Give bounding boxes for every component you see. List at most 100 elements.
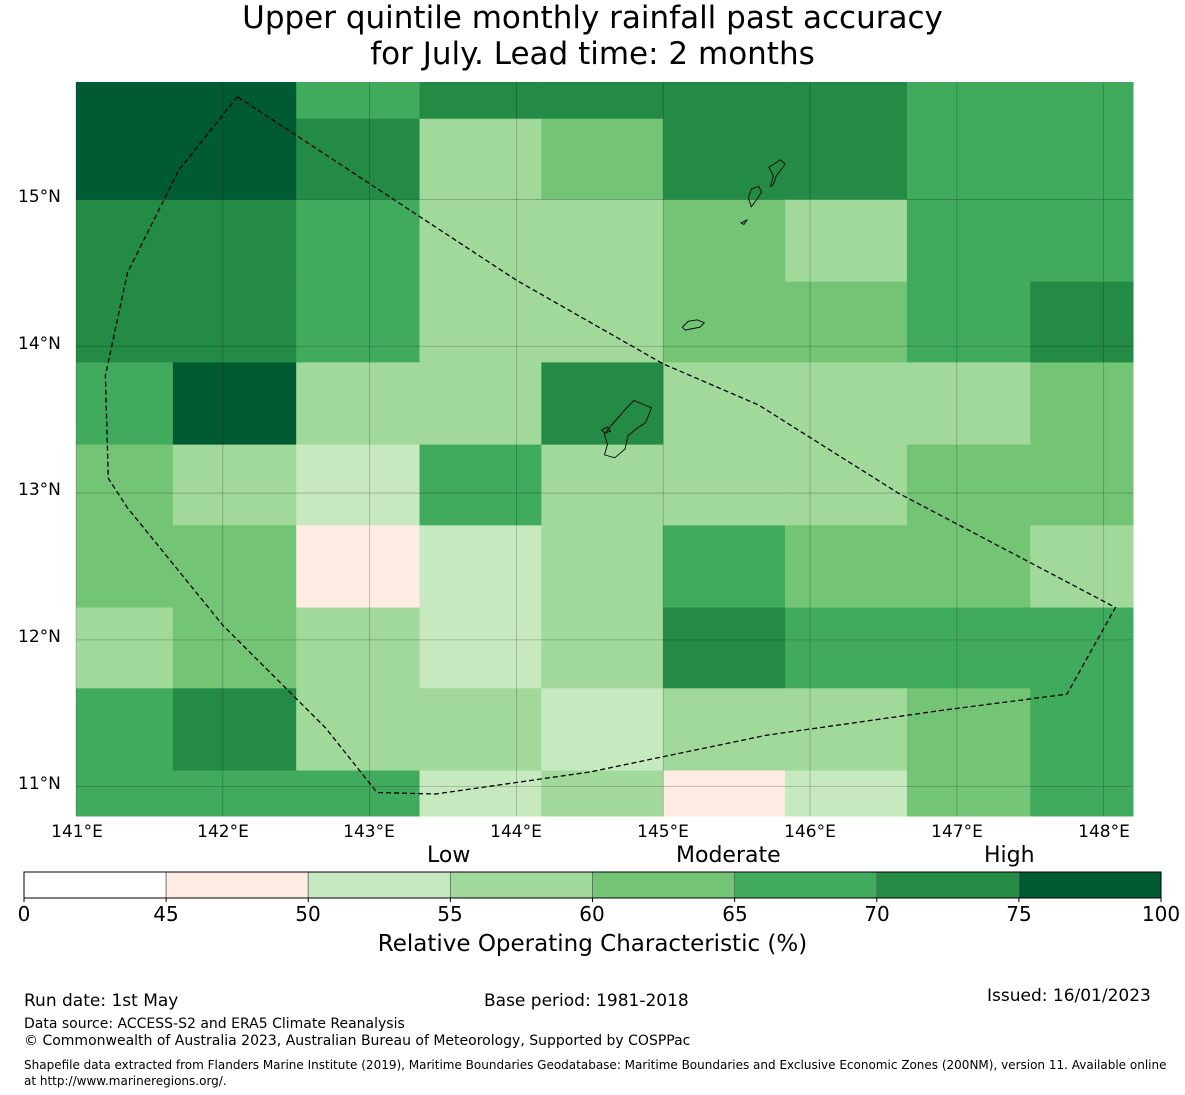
roc-cell-r3-c3 bbox=[419, 281, 542, 363]
copyright: © Commonwealth of Australia 2023, Austra… bbox=[24, 1033, 691, 1049]
roc-cell-r6-c4 bbox=[541, 525, 664, 609]
shapefile-credit: Shapefile data extracted from Flanders M… bbox=[24, 1058, 1167, 1088]
roc-cell-r9-c3 bbox=[419, 770, 542, 817]
colorbar-tick-70: 70 bbox=[864, 902, 890, 926]
roc-cell-r4-c2 bbox=[296, 362, 421, 446]
base-period: Base period: 1981-2018 bbox=[484, 991, 689, 1011]
roc-cell-r8-c7 bbox=[906, 688, 1031, 771]
run-date: Run date: 1st May bbox=[24, 991, 179, 1011]
roc-cell-r5-c5 bbox=[663, 444, 786, 526]
colorbar-tick-100: 100 bbox=[1141, 902, 1181, 926]
roc-cell-r2-c7 bbox=[906, 199, 1031, 283]
colorbar-tick-60: 60 bbox=[579, 902, 605, 926]
roc-cell-r1-c0 bbox=[76, 118, 174, 200]
roc-cell-r2-c6 bbox=[785, 199, 908, 283]
roc-cell-r5-c4 bbox=[541, 444, 664, 526]
roc-cell-r8-c8 bbox=[1030, 688, 1134, 771]
roc-cell-r6-c0 bbox=[76, 525, 174, 609]
colorbar-tick-0: 0 bbox=[17, 902, 31, 926]
roc-cell-r7-c3 bbox=[419, 607, 542, 689]
roc-cell-r7-c0 bbox=[76, 607, 174, 689]
category-high: High bbox=[984, 843, 1035, 868]
colorbar-segment-4 bbox=[592, 871, 736, 899]
eez-boundary bbox=[104, 96, 1117, 795]
roc-cell-r1-c2 bbox=[296, 118, 421, 200]
lon-label-144: 144°E bbox=[490, 822, 542, 842]
roc-cell-r0-c6 bbox=[785, 82, 908, 120]
roc-cell-r2-c3 bbox=[419, 199, 542, 283]
roc-cell-r5-c6 bbox=[785, 444, 908, 526]
lat-label-11: 11°N bbox=[18, 774, 61, 794]
lon-label-148: 148°E bbox=[1078, 822, 1130, 842]
roc-cell-r6-c7 bbox=[906, 525, 1031, 609]
roc-cell-r0-c8 bbox=[1030, 82, 1134, 120]
roc-cell-r6-c6 bbox=[785, 525, 908, 609]
data-source: Data source: ACCESS-S2 and ERA5 Climate … bbox=[24, 1016, 405, 1032]
colorbar-tick-55: 55 bbox=[437, 902, 463, 926]
category-low: Low bbox=[427, 843, 471, 868]
roc-cell-r9-c1 bbox=[172, 770, 297, 817]
roc-cell-r9-c2 bbox=[296, 770, 421, 817]
roc-cell-r4-c8 bbox=[1030, 362, 1134, 446]
roc-cell-r1-c3 bbox=[419, 118, 542, 200]
roc-cell-r9-c7 bbox=[906, 770, 1031, 817]
island-outline-3 bbox=[747, 185, 763, 208]
roc-cell-r8-c0 bbox=[76, 688, 174, 771]
lat-label-14: 14°N bbox=[18, 334, 61, 354]
colorbar-segment-6 bbox=[876, 871, 1020, 899]
roc-cell-r2-c4 bbox=[541, 199, 664, 283]
colorbar-tick-75: 75 bbox=[1006, 902, 1032, 926]
roc-cell-r8-c5 bbox=[663, 688, 786, 771]
lon-label-147: 147°E bbox=[931, 822, 983, 842]
roc-cell-r8-c1 bbox=[172, 688, 297, 771]
colorbar-label: Relative Operating Characteristic (%) bbox=[377, 931, 808, 957]
roc-cell-r9-c0 bbox=[76, 770, 174, 817]
roc-cell-r8-c3 bbox=[419, 688, 542, 771]
map-title: Upper quintile monthly rainfall past acc… bbox=[0, 0, 1185, 72]
roc-cell-r5-c0 bbox=[76, 444, 174, 526]
title-line-2: for July. Lead time: 2 months bbox=[370, 36, 815, 72]
roc-cell-r6-c2 bbox=[296, 525, 421, 609]
roc-cell-r5-c8 bbox=[1030, 444, 1134, 526]
roc-cell-r3-c7 bbox=[906, 281, 1031, 363]
colorbar-segment-1 bbox=[165, 871, 309, 899]
roc-cell-r4-c1 bbox=[172, 362, 297, 446]
lon-label-143: 143°E bbox=[343, 822, 395, 842]
roc-cell-r0-c7 bbox=[906, 82, 1031, 120]
roc-cell-r5-c2 bbox=[296, 444, 421, 526]
island-outline-4 bbox=[740, 218, 749, 225]
roc-cell-r6-c5 bbox=[663, 525, 786, 609]
roc-cell-r2-c8 bbox=[1030, 199, 1134, 283]
roc-cell-r0-c2 bbox=[296, 82, 421, 120]
roc-cell-r7-c2 bbox=[296, 607, 421, 689]
roc-cell-r7-c8 bbox=[1030, 607, 1134, 689]
island-outline-1 bbox=[600, 426, 612, 434]
colorbar-segment-7 bbox=[1018, 871, 1162, 899]
lon-label-146: 146°E bbox=[784, 822, 836, 842]
roc-cell-r6-c8 bbox=[1030, 525, 1134, 609]
roc-cell-r3-c1 bbox=[172, 281, 297, 363]
roc-cell-r1-c1 bbox=[172, 118, 297, 200]
lat-label-15: 15°N bbox=[18, 187, 61, 207]
roc-cell-r1-c4 bbox=[541, 118, 664, 200]
roc-cell-r0-c3 bbox=[419, 82, 542, 120]
roc-cell-r3-c4 bbox=[541, 281, 664, 363]
lon-label-141: 141°E bbox=[51, 822, 103, 842]
roc-cell-r6-c1 bbox=[172, 525, 297, 609]
roc-cell-r7-c7 bbox=[906, 607, 1031, 689]
roc-cell-r4-c5 bbox=[663, 362, 786, 446]
roc-cell-r3-c6 bbox=[785, 281, 908, 363]
roc-cell-r7-c5 bbox=[663, 607, 786, 689]
roc-cell-r7-c4 bbox=[541, 607, 664, 689]
roc-cell-r7-c1 bbox=[172, 607, 297, 689]
roc-cell-r5-c3 bbox=[419, 444, 542, 526]
roc-cell-r9-c8 bbox=[1030, 770, 1134, 817]
roc-cell-r4-c7 bbox=[906, 362, 1031, 446]
roc-cell-r6-c3 bbox=[419, 525, 542, 609]
roc-cell-r0-c4 bbox=[541, 82, 664, 120]
colorbar-tick-65: 65 bbox=[722, 902, 748, 926]
roc-cell-r1-c7 bbox=[906, 118, 1031, 200]
colorbar-segment-5 bbox=[734, 871, 878, 899]
title-line-1: Upper quintile monthly rainfall past acc… bbox=[242, 0, 943, 36]
colorbar-tick-45: 45 bbox=[153, 902, 179, 926]
